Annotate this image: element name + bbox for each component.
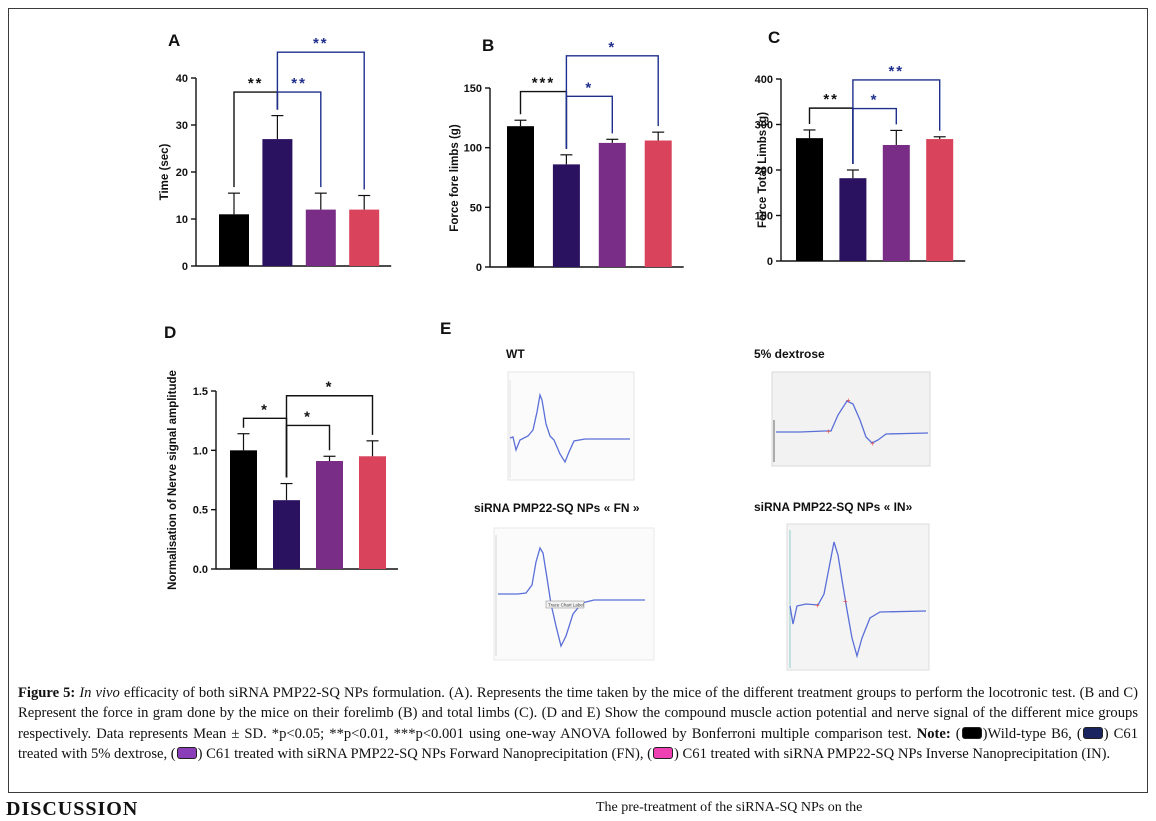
- significance-label: **: [313, 35, 329, 52]
- significance-label: *: [585, 79, 593, 96]
- trace-title-dextrose: 5% dextrose: [754, 347, 825, 361]
- caption-figure-label: Figure 5:: [18, 685, 76, 701]
- trace-inset-label: Trace Chart Label: [548, 603, 584, 608]
- significance-label: **: [248, 75, 264, 92]
- bar: [316, 461, 343, 569]
- significance-bracket: [565, 95, 613, 149]
- significance-label: ***: [532, 75, 556, 92]
- significance-label: *: [261, 401, 269, 418]
- y-tick-label: 0: [182, 261, 188, 273]
- discussion-heading: DISCUSSION: [6, 798, 139, 820]
- legend-fn-text: ) C61 treated with siRNA PMP22-SQ NPs Fo…: [197, 746, 653, 763]
- y-tick-label: 20: [176, 167, 188, 179]
- panel-e-letter: E: [440, 319, 451, 338]
- caption-note-label: Note:: [916, 725, 951, 742]
- significance-label: **: [823, 91, 839, 108]
- legend-swatch-in: [653, 747, 674, 760]
- significance-bracket: [276, 51, 365, 190]
- y-tick-label: 100: [464, 143, 482, 155]
- y-tick-label: 1.0: [193, 445, 208, 457]
- y-tick-label: 400: [755, 74, 773, 86]
- legend-swatch-wt: [961, 726, 982, 739]
- legend-swatch-fn: [176, 747, 197, 760]
- caption-stats: *p<0.05; **p<0.01, ***p<0.001 using one-…: [271, 725, 917, 742]
- trace-in: + +: [786, 523, 930, 671]
- significance-label: *: [304, 408, 312, 425]
- significance-label: *: [871, 92, 879, 109]
- y-tick-label: 10: [176, 214, 188, 226]
- caption-italic-term: In vivo: [79, 685, 120, 701]
- trace-marker: +: [843, 597, 848, 606]
- panel-a-chart: A 0 10 20 30 40 Time (sec) ** ** **: [159, 31, 392, 273]
- trace-dextrose: + + +: [771, 371, 931, 467]
- significance-label: **: [291, 75, 307, 92]
- significance-bracket: [852, 79, 941, 164]
- legend-dextrose-text: ) C61 treated with 5% dextrose, (: [18, 725, 1139, 763]
- trace-inset-box: [545, 600, 585, 609]
- bar: [796, 138, 823, 261]
- significance-label: *: [608, 39, 616, 56]
- trace-title-wt: WT: [506, 347, 525, 361]
- bar: [598, 142, 626, 267]
- bar: [359, 456, 386, 569]
- y-tick-label: 0.5: [193, 505, 208, 517]
- y-tick-label: 0: [476, 262, 482, 274]
- panel-d-letter: D: [164, 323, 176, 342]
- bar: [839, 178, 867, 261]
- bar: [273, 500, 300, 569]
- trace-marker: +: [870, 439, 875, 448]
- legend-wt-text: )Wild-type B6, (: [982, 725, 1082, 742]
- y-tick-label: 30: [176, 120, 188, 132]
- trace-title-fn: siRNA PMP22-SQ NPs « FN »: [474, 501, 640, 515]
- trace-marker: +: [815, 601, 820, 610]
- significance-bracket: [565, 55, 659, 149]
- caption-body: efficacity of both siRNA PMP22-SQ NPs fo…: [18, 685, 1138, 742]
- significance-label: **: [888, 63, 904, 80]
- panel-d-chart: D 0.0 0.5 1.0 1.5 Normalisation of Nerve sig…: [164, 323, 398, 590]
- trace-wt: [507, 371, 635, 481]
- bar: [507, 126, 534, 267]
- y-axis-label: Force Total Limbs (g): [757, 112, 769, 228]
- panel-c-letter: C: [768, 28, 780, 47]
- panel-a-letter: A: [168, 31, 180, 50]
- y-axis-label: Normalisation of Nerve signal amplitude: [167, 370, 179, 590]
- panel-b-letter: B: [482, 36, 494, 55]
- bar: [926, 139, 954, 261]
- y-tick-label: 1.5: [193, 386, 208, 398]
- y-tick-label: 300: [755, 120, 773, 132]
- legend-swatch-dextrose: [1082, 726, 1103, 739]
- y-tick-label: 50: [470, 202, 482, 214]
- legend-in-text: ) C61 treated with siRNA PMP22-SQ NPs In…: [674, 746, 1111, 763]
- figure-caption: Figure 5: In vivo efficacity of both siR…: [18, 685, 1139, 763]
- bar: [305, 209, 336, 266]
- y-tick-label: 200: [755, 165, 773, 177]
- bar: [644, 140, 672, 267]
- trace-title-in: siRNA PMP22-SQ NPs « IN»: [754, 500, 913, 514]
- bar: [349, 209, 380, 266]
- bar: [230, 450, 257, 569]
- bar: [262, 139, 293, 266]
- y-tick-label: 0.0: [193, 564, 208, 576]
- y-tick-label: 0: [767, 256, 773, 268]
- significance-label: *: [326, 379, 334, 396]
- bar: [219, 214, 249, 266]
- trace-fn: Trace Chart Label: [493, 527, 655, 661]
- y-tick-label: 40: [176, 73, 188, 85]
- y-axis-label: Force fore limbs (g): [449, 124, 461, 232]
- bar: [552, 164, 580, 267]
- y-tick-label: 100: [755, 211, 773, 223]
- panel-e-traces: E WT 5% dextrose siRNA PMP22-SQ NPs « FN…: [440, 319, 931, 671]
- page-continuation: DISCUSSION The pre-treatment of the siRN…: [0, 796, 1156, 820]
- trace-marker: +: [846, 396, 851, 405]
- y-axis-label: Time (sec): [159, 143, 171, 200]
- figure-frame: [8, 8, 1148, 793]
- significance-bracket: [285, 395, 374, 478]
- y-tick-label: 150: [464, 83, 482, 95]
- continued-text: The pre-treatment of the siRNA-SQ NPs on…: [596, 800, 863, 815]
- trace-marker: +: [826, 427, 831, 436]
- bar: [882, 144, 910, 261]
